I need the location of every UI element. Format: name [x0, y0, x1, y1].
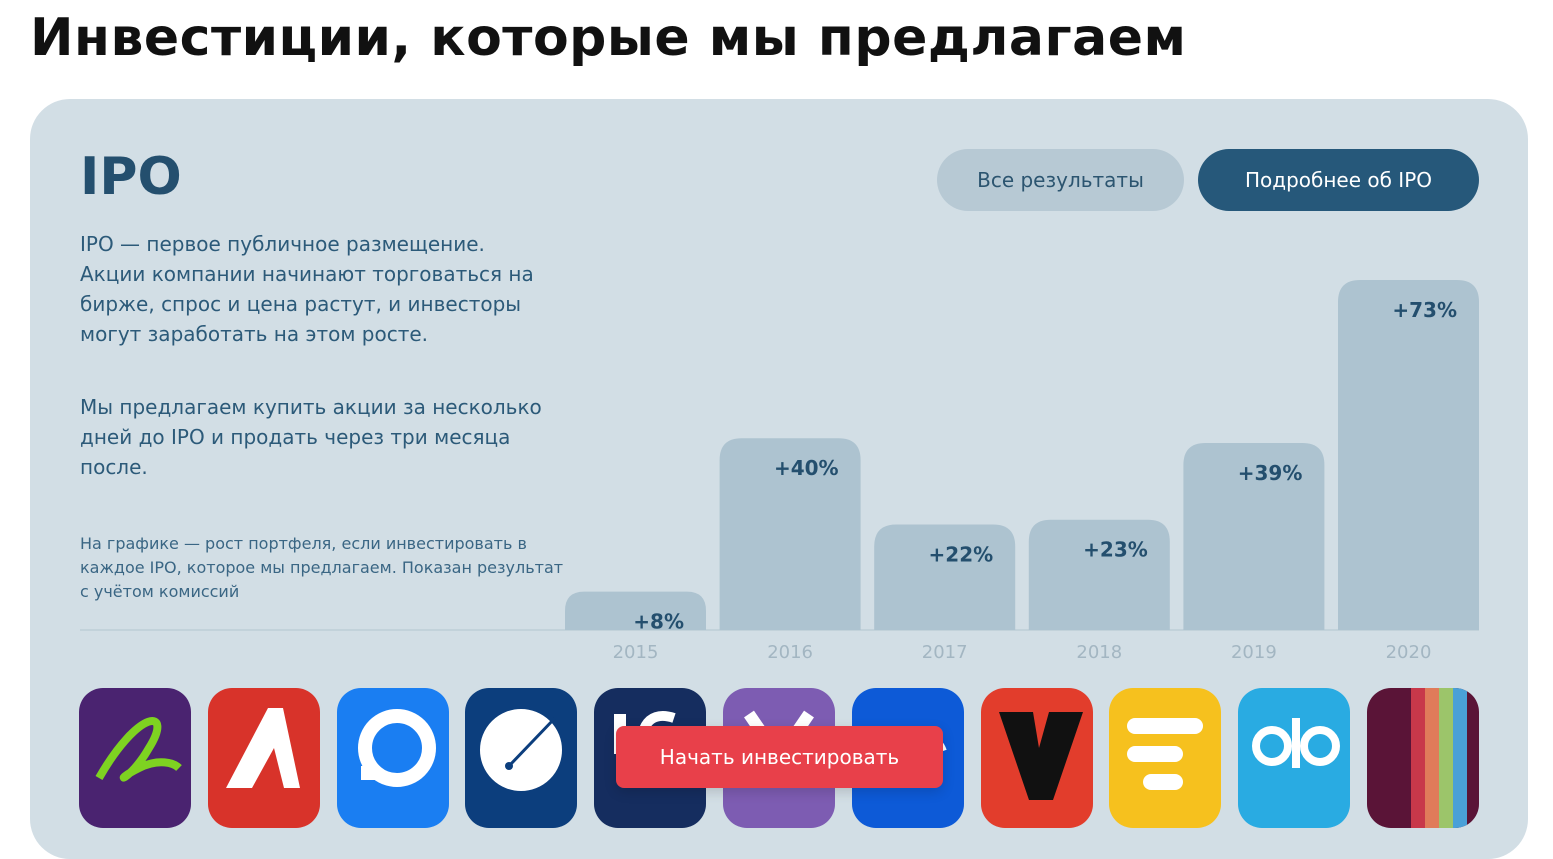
ipo-growth-chart: +8% 2015 +40% 2016 +22% 2017 +23% 2018 +39% 2019 +…: [80, 280, 1479, 663]
bar-2015: [565, 591, 706, 630]
bar-value-label: +40%: [774, 456, 839, 480]
bar-2017: [874, 524, 1016, 630]
logo-1-icon[interactable]: [79, 688, 191, 828]
x-tick-label: 2020: [1386, 642, 1432, 663]
ipo-heading: IPO: [80, 147, 182, 207]
bar-2020: [1338, 280, 1479, 630]
logo-3-icon[interactable]: [336, 688, 449, 828]
x-tick-label: 2015: [613, 642, 659, 663]
ipo-card: IPO Все результаты Подробнее об IPO IPO …: [30, 99, 1528, 859]
bar-value-label: +39%: [1238, 461, 1303, 485]
logo-2-icon[interactable]: [207, 688, 320, 828]
all-results-button[interactable]: Все результаты: [937, 149, 1184, 211]
logo-9-icon[interactable]: [1109, 688, 1222, 828]
chart-note: На графике — рост портфеля, если инвести…: [80, 534, 564, 601]
more-about-ipo-button[interactable]: Подробнее об IPO: [1198, 149, 1479, 211]
ipo-offer-description: Мы предлагаем купить акции за несколько …: [80, 395, 542, 479]
bar-value-label: +22%: [929, 543, 994, 567]
x-tick-label: 2019: [1231, 642, 1277, 663]
bar-value-label: +23%: [1083, 538, 1148, 562]
bar-2018: [1028, 519, 1170, 630]
x-tick-label: 2018: [1076, 642, 1122, 663]
ipo-description: IPO — первое публичное размещение. Акции…: [80, 232, 534, 346]
bar-2016: [719, 438, 861, 630]
logo-11-icon[interactable]: [1367, 688, 1479, 828]
page-title: Инвестиции, которые мы предлагаем: [30, 8, 1187, 68]
bar-2019: [1183, 443, 1325, 630]
bar-value-label: +8%: [633, 610, 684, 634]
logo-10-icon[interactable]: [1238, 688, 1351, 828]
x-tick-label: 2017: [922, 642, 968, 663]
logo-8-icon[interactable]: [980, 688, 1093, 828]
bar-value-label: +73%: [1392, 298, 1457, 322]
logo-4-icon[interactable]: [465, 688, 578, 828]
start-investing-button[interactable]: Начать инвестировать: [616, 726, 943, 788]
x-tick-label: 2016: [767, 642, 813, 663]
